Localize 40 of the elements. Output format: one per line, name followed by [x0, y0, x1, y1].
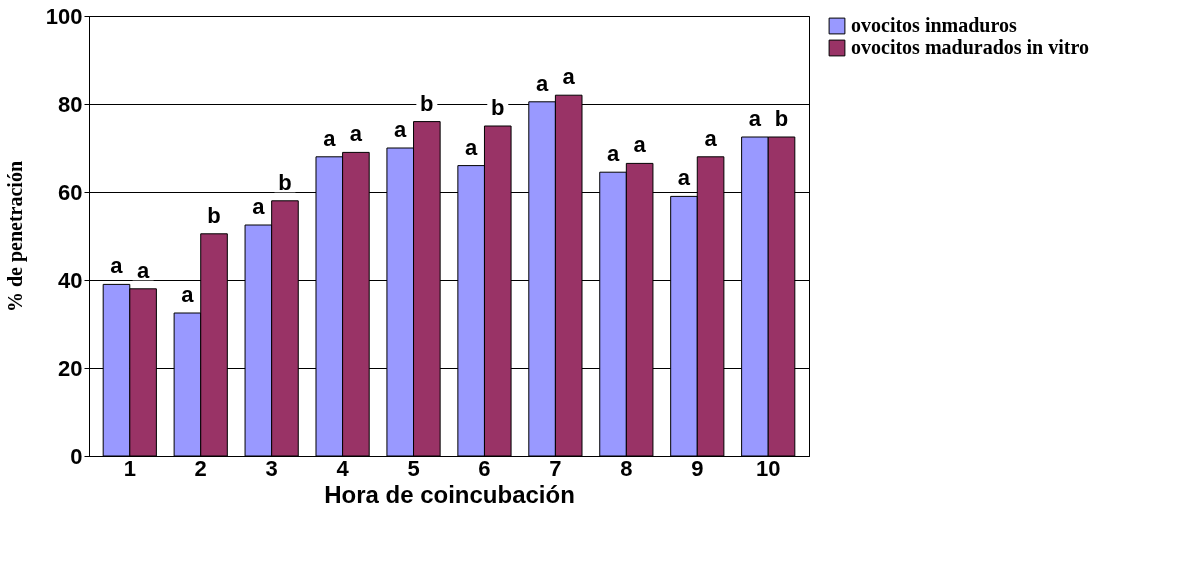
y-tick-label: 80	[58, 91, 83, 117]
legend-label: ovocitos madurados in vitro	[851, 36, 1089, 58]
legend-label: ovocitos inmaduros	[851, 14, 1017, 36]
data-label: a	[633, 132, 647, 158]
data-label: b	[491, 95, 505, 120]
x-tick-label: 7	[549, 455, 562, 481]
data-label: a	[748, 106, 762, 131]
data-label: a	[252, 194, 266, 219]
x-tick-label: 3	[265, 455, 278, 481]
y-tick-label: 20	[58, 355, 83, 381]
y-tick-label: 40	[58, 267, 83, 293]
x-tick-label: 8	[620, 455, 633, 481]
data-label: b	[420, 90, 434, 116]
data-label: a	[181, 282, 195, 307]
data-label: a	[465, 134, 479, 160]
x-axis-title: Hora de coincubación	[324, 480, 575, 508]
data-label: a	[136, 257, 150, 283]
data-label: a	[704, 125, 718, 151]
data-label: a	[349, 121, 363, 147]
x-tick-label: 10	[755, 455, 781, 481]
x-tick-label: 2	[194, 455, 207, 481]
data-label: a	[562, 64, 576, 90]
x-tick-label: 1	[123, 455, 136, 481]
x-tick-label: 5	[407, 455, 420, 481]
data-label: a	[606, 141, 620, 167]
data-label: a	[394, 117, 408, 142]
data-label: a	[677, 165, 691, 191]
x-tick-label: 4	[336, 455, 350, 481]
data-label: a	[323, 125, 337, 151]
x-tick-label: 9	[691, 455, 704, 481]
data-label: a	[535, 70, 549, 96]
x-tick-label: 6	[478, 455, 491, 481]
data-label: b	[278, 169, 292, 195]
y-axis-title: % de penetración	[3, 160, 27, 313]
y-tick-label: 0	[70, 443, 83, 469]
data-label: b	[774, 106, 789, 131]
y-tick-label: 100	[45, 3, 83, 29]
data-label: a	[110, 253, 124, 279]
y-tick-label: 60	[58, 179, 83, 205]
data-label: b	[207, 202, 221, 228]
